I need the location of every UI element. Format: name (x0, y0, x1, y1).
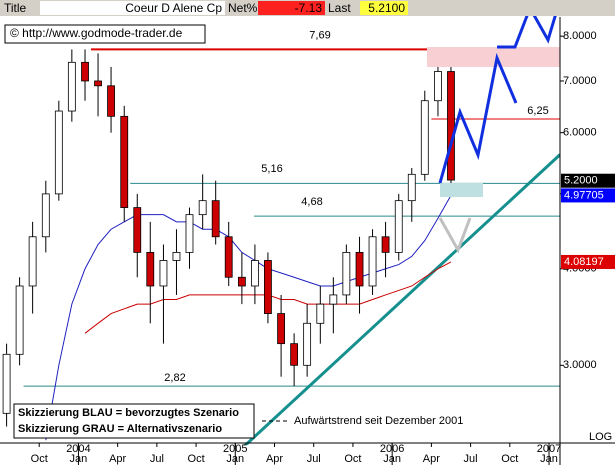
candle-body (2, 353, 11, 414)
price-box (561, 188, 615, 203)
candle-body (407, 173, 416, 202)
header-last: 5.2100 (368, 1, 405, 15)
candles (2, 49, 455, 427)
note: Skizzierung BLAU = bevorzugtes Szenario (18, 407, 239, 419)
candle-body (434, 71, 442, 102)
candle-body (303, 322, 312, 366)
scale-label: LOG (589, 431, 612, 443)
candle-body (237, 276, 246, 287)
candle-body (41, 193, 50, 238)
candle-body (107, 85, 115, 117)
y-tick-label: 8.0000 (563, 30, 597, 42)
alternative-sketch (438, 217, 472, 254)
scenario-sketch (427, 0, 562, 254)
average-line (45, 195, 452, 441)
candle-body (94, 80, 102, 87)
candle-body (420, 100, 429, 175)
level-label: 4,68 (301, 196, 322, 208)
x-tick-label: Oct (501, 453, 518, 465)
candle-body (394, 200, 403, 253)
note: Skizzierung GRAU = Alternativszenario (18, 423, 222, 435)
price-label: 4.97705 (564, 189, 604, 201)
year-label: 2007 (537, 443, 561, 455)
candle-body (198, 200, 207, 216)
candle-body (355, 251, 364, 287)
x-tick-label: Jul (307, 453, 321, 465)
header-label: Net% (228, 1, 258, 15)
x-tick-label: Oct (344, 453, 361, 465)
x-tick-label: Apr (109, 453, 126, 465)
source-box (4, 24, 206, 44)
x-tick-label: Jul (150, 453, 164, 465)
header-cell (360, 1, 408, 15)
candle-body (277, 313, 285, 345)
axes: 3.00004.00005.00006.00007.00008.0000OctJ… (31, 30, 615, 465)
x-tick-label: Apr (423, 453, 440, 465)
y-tick-label: 6.0000 (563, 127, 597, 139)
year-label: 2005 (223, 443, 247, 455)
candle-body (342, 251, 351, 296)
level-label: 2,82 (164, 372, 185, 384)
price-label: 4.08197 (564, 256, 604, 268)
header-net: -7.13 (295, 1, 323, 15)
header-label: Last (328, 1, 351, 15)
candle-body (251, 260, 259, 287)
support-zone (440, 183, 483, 197)
header-cell (258, 1, 325, 15)
trend-label: Aufwärtstrend seit Dezember 2001 (294, 415, 463, 427)
level-label: 7,69 (309, 29, 330, 41)
x-tick-label: Jul (464, 453, 478, 465)
source: © http://www.godmode-trader.de (10, 26, 183, 40)
year-label: 2006 (380, 443, 404, 455)
note-box (13, 403, 255, 439)
candle-body (381, 236, 390, 253)
candle-body (15, 285, 24, 355)
candle-body (159, 260, 168, 287)
header-cell (40, 1, 225, 15)
candle-body (172, 251, 181, 261)
x-tick-label: Oct (188, 453, 205, 465)
candle-body (185, 214, 194, 253)
candle-body (290, 343, 299, 366)
candle-body (316, 303, 325, 324)
level-label: 5,16 (261, 163, 282, 175)
candle-body (54, 110, 63, 195)
candle-body (120, 115, 129, 208)
candle-body (329, 294, 338, 305)
x-tick-label: Apr (266, 453, 283, 465)
price-box (561, 173, 615, 188)
y-tick-label: 7.0000 (563, 75, 597, 87)
level-label: 6,25 (527, 105, 548, 117)
y-tick-label: 3.0000 (563, 359, 597, 371)
candle-body (368, 236, 377, 287)
trendline (243, 153, 560, 445)
candle-body (447, 71, 455, 181)
price-label: 5.2000 (564, 175, 598, 187)
candle-body (211, 200, 220, 238)
target-zone (427, 47, 560, 67)
candle-body (224, 236, 233, 278)
year-label: 2004 (66, 443, 90, 455)
header: Title Coeur D Alene Cp Net% -7.13 Last 5… (0, 0, 615, 16)
candle-body (81, 61, 89, 82)
candle-body (146, 251, 155, 287)
candle-body (133, 207, 142, 253)
header-label: Title (4, 1, 27, 15)
candle-body (28, 236, 37, 287)
header-title: Coeur D Alene Cp (125, 1, 222, 15)
candle-body (264, 260, 272, 314)
candle-body (67, 61, 76, 112)
price-box (561, 254, 615, 269)
x-tick-label: Oct (31, 453, 48, 465)
preferred-sketch (438, 52, 518, 184)
